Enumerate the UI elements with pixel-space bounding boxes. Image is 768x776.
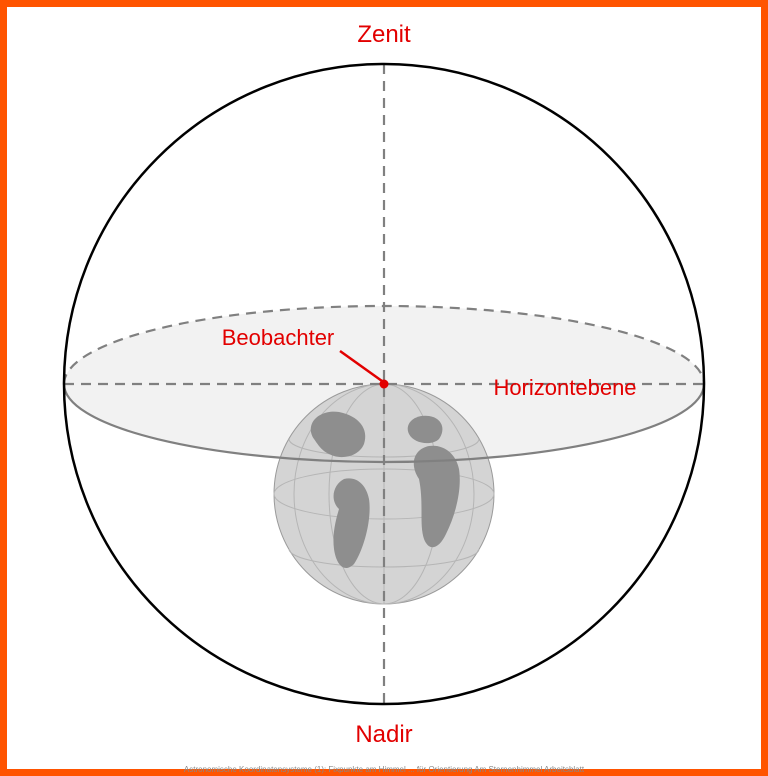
diagram-container: Zenit Nadir Beobachter Horizontebene bbox=[20, 20, 748, 748]
label-zenit: Zenit bbox=[357, 21, 411, 48]
label-beobachter: Beobachter bbox=[222, 325, 335, 350]
caption-text: Astronomische Koordinatensysteme (1): Fi… bbox=[184, 765, 584, 774]
label-nadir: Nadir bbox=[355, 721, 412, 748]
observer-dot bbox=[380, 380, 389, 389]
celestial-sphere-diagram: Zenit Nadir Beobachter Horizontebene bbox=[20, 20, 748, 748]
label-horizontebene: Horizontebene bbox=[493, 375, 636, 400]
